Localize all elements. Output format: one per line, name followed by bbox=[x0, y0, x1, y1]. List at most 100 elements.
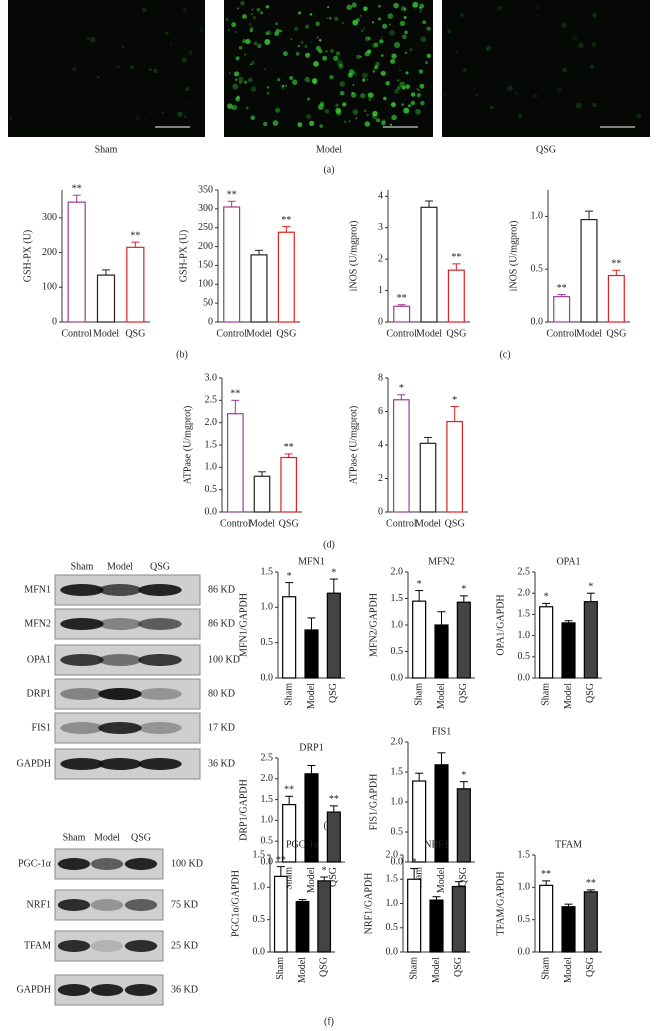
speckle bbox=[409, 48, 413, 52]
speckle bbox=[407, 104, 412, 108]
speckle bbox=[315, 21, 320, 27]
speckle bbox=[394, 42, 401, 49]
speckle bbox=[380, 54, 384, 57]
y-tick-label: 4 bbox=[378, 439, 383, 450]
band bbox=[60, 618, 104, 630]
significance: * bbox=[461, 584, 466, 595]
speckle bbox=[564, 80, 567, 83]
band bbox=[90, 899, 124, 911]
speckle bbox=[364, 121, 371, 127]
speckle bbox=[455, 51, 458, 54]
speckle bbox=[304, 44, 308, 49]
speckle bbox=[181, 57, 187, 63]
y-axis-label: GSH-PX (U) bbox=[178, 230, 189, 283]
speckle bbox=[377, 17, 382, 21]
speckle bbox=[589, 64, 595, 69]
speckle bbox=[410, 100, 416, 106]
size-label: 100 KD bbox=[171, 858, 203, 869]
speckle bbox=[169, 43, 173, 46]
band bbox=[60, 654, 104, 666]
y-tick-label: 0.5 bbox=[531, 263, 544, 274]
speckle bbox=[330, 49, 334, 53]
speckle bbox=[242, 14, 247, 19]
band bbox=[124, 940, 158, 952]
lane-label: Sham bbox=[71, 561, 94, 572]
protein-label: OPA1 bbox=[27, 654, 51, 665]
speckle bbox=[419, 83, 425, 89]
x-tick-label: Model bbox=[249, 518, 275, 529]
protein-label: TFAM bbox=[24, 940, 51, 951]
speckle bbox=[149, 111, 152, 114]
speckle bbox=[335, 107, 342, 114]
size-label: 80 KD bbox=[208, 688, 235, 699]
significance: * bbox=[588, 581, 593, 592]
speckle bbox=[339, 81, 346, 87]
speckle bbox=[339, 90, 345, 96]
speckle bbox=[403, 8, 407, 11]
significance: ** bbox=[130, 230, 140, 241]
lane-label: Sham bbox=[63, 832, 86, 843]
bar bbox=[67, 201, 86, 323]
y-tick-label: 150 bbox=[198, 260, 213, 271]
band bbox=[98, 584, 142, 596]
error-bar bbox=[542, 602, 551, 607]
bar bbox=[282, 803, 297, 863]
speckle bbox=[578, 42, 584, 49]
speckle bbox=[533, 93, 538, 99]
speckle bbox=[416, 88, 419, 91]
chart-title: OPA1 bbox=[556, 556, 580, 567]
speckle bbox=[289, 75, 294, 81]
speckle bbox=[285, 84, 288, 87]
speckle bbox=[310, 41, 312, 44]
panel-label: (d) bbox=[323, 539, 335, 550]
speckle bbox=[251, 60, 256, 65]
x-tick-label: Control bbox=[386, 518, 417, 529]
speckle bbox=[399, 20, 406, 27]
speckle bbox=[390, 58, 396, 64]
x-tick-label: Control bbox=[61, 328, 92, 339]
bar bbox=[451, 885, 466, 953]
speckle bbox=[335, 103, 339, 108]
speckle bbox=[327, 6, 330, 9]
x-tick-label: Model bbox=[306, 683, 317, 709]
speckle bbox=[363, 6, 368, 12]
error-bar bbox=[586, 592, 595, 602]
speckle bbox=[418, 89, 421, 92]
significance: * bbox=[331, 567, 336, 578]
significance: * bbox=[287, 571, 292, 582]
band bbox=[98, 758, 142, 770]
bar bbox=[227, 413, 244, 513]
significance: * bbox=[452, 395, 457, 406]
speckle bbox=[316, 36, 319, 39]
y-axis-label: MFN1/GAPDH bbox=[238, 593, 249, 657]
protein-label: MFN1 bbox=[24, 584, 51, 595]
x-tick-label: Model bbox=[297, 957, 308, 983]
y-tick-label: 2.0 bbox=[391, 736, 404, 747]
speckle bbox=[238, 80, 243, 85]
speckle bbox=[183, 8, 187, 12]
speckle bbox=[403, 107, 410, 114]
y-axis-label: MFN2/GAPDH bbox=[368, 593, 379, 657]
x-tick-label: Control bbox=[220, 518, 251, 529]
protein-label: DRP1 bbox=[27, 688, 51, 699]
y-tick-label: 0.5 bbox=[518, 914, 531, 925]
speckle bbox=[486, 45, 492, 52]
y-tick-label: 1.5 bbox=[391, 766, 404, 777]
speckle bbox=[309, 13, 313, 16]
speckle bbox=[401, 103, 404, 106]
protein-label: NRF1 bbox=[27, 899, 51, 910]
speckle bbox=[420, 36, 427, 43]
speckle bbox=[389, 23, 391, 26]
y-tick-label: 1.0 bbox=[518, 630, 531, 641]
speckle bbox=[351, 2, 357, 8]
y-tick-label: 0 bbox=[52, 316, 57, 327]
x-tick-label: Control bbox=[216, 328, 247, 339]
y-tick-label: 0.5 bbox=[261, 835, 274, 846]
speckle bbox=[274, 107, 281, 113]
speckle bbox=[362, 78, 366, 82]
speckle bbox=[341, 21, 345, 25]
error-bar bbox=[131, 241, 140, 248]
speckle bbox=[319, 124, 323, 128]
band bbox=[138, 758, 182, 770]
speckle bbox=[401, 85, 406, 90]
